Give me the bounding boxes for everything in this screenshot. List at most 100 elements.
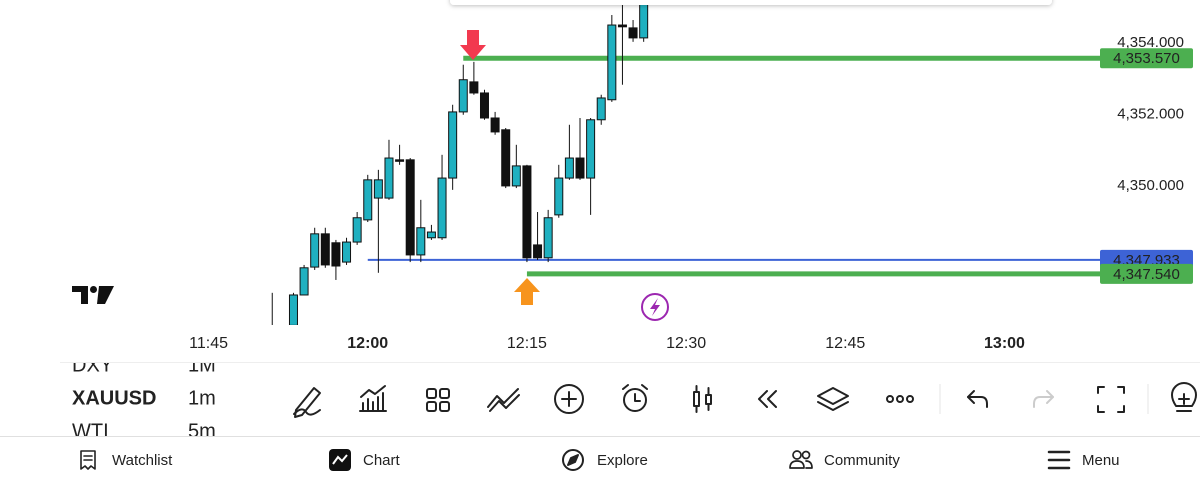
toolbar <box>293 382 1197 418</box>
candle-body <box>554 177 564 216</box>
candle <box>448 104 458 190</box>
candle <box>575 117 585 180</box>
candle <box>268 292 276 332</box>
candle-body <box>310 233 320 268</box>
candle-body <box>331 242 341 267</box>
explore-icon[interactable] <box>562 449 584 471</box>
menu-icon[interactable] <box>1047 450 1071 470</box>
candle <box>384 139 394 200</box>
lightning-badge[interactable] <box>641 293 669 321</box>
candle <box>320 227 330 268</box>
symbol-name[interactable]: DXY <box>72 354 113 376</box>
candle-body <box>405 159 415 256</box>
candle-body <box>533 244 543 259</box>
undo[interactable] <box>967 390 988 408</box>
ideas[interactable] <box>1171 382 1197 412</box>
y-tick-label: 4,354.000 <box>1117 34 1184 51</box>
symbol-name[interactable]: XAUUSD <box>72 387 156 409</box>
symbol-interval[interactable]: 1m <box>188 387 216 409</box>
watchlist-icon[interactable] <box>80 450 96 470</box>
replay[interactable] <box>758 390 777 408</box>
candle <box>352 212 362 245</box>
candle-body <box>586 119 596 179</box>
candle <box>426 224 436 240</box>
candle <box>586 117 596 215</box>
y-tick-label: 4,350.000 <box>1117 177 1184 194</box>
candle-body <box>564 157 574 179</box>
candle <box>490 111 500 135</box>
nav-icons <box>80 449 1071 471</box>
x-tick-label: 12:15 <box>507 335 547 352</box>
popup-edge <box>450 0 1052 5</box>
chart-type[interactable] <box>693 385 712 413</box>
fullscreen[interactable] <box>1097 386 1125 413</box>
redo[interactable] <box>1033 390 1054 408</box>
x-tick-label: 12:00 <box>347 335 388 352</box>
candle-body <box>384 157 394 199</box>
bottom-nav[interactable]: Watchlist Chart Explore Community Menu <box>112 452 1120 469</box>
candle-body <box>342 241 352 263</box>
candle-body <box>268 327 276 332</box>
candle-body <box>490 117 500 133</box>
nav-label[interactable]: Menu <box>1082 452 1120 469</box>
candle-body <box>448 111 458 179</box>
candle-body <box>575 157 585 179</box>
candle-body <box>522 165 532 259</box>
nav-label[interactable]: Community <box>824 452 900 469</box>
more[interactable] <box>886 395 914 403</box>
compare[interactable] <box>487 388 520 412</box>
draw-tool[interactable] <box>293 387 321 418</box>
candle <box>437 154 447 240</box>
x-tick-label: 12:30 <box>666 335 706 352</box>
nav-label[interactable]: Explore <box>597 452 648 469</box>
candle <box>607 15 617 102</box>
object-tree[interactable] <box>817 387 849 411</box>
candle-body <box>628 27 638 39</box>
candle-body <box>416 227 426 256</box>
candle <box>543 209 553 263</box>
candle <box>564 124 574 180</box>
alert[interactable] <box>622 384 648 412</box>
chart-icon[interactable] <box>329 449 351 471</box>
plot-area <box>268 0 1100 332</box>
symbol-list[interactable]: DXY 1M XAUUSD 1m WTI 5m <box>72 354 216 442</box>
candle-body <box>479 92 489 119</box>
indicators[interactable] <box>359 385 387 412</box>
price-label: 4,353.570 <box>1113 50 1180 67</box>
candle <box>479 89 489 120</box>
candle-body <box>469 81 479 94</box>
candle-body <box>363 179 373 221</box>
candle <box>469 61 479 95</box>
candle <box>288 292 298 325</box>
candle <box>416 199 426 263</box>
candle <box>363 174 373 223</box>
nav-label[interactable]: Chart <box>363 452 401 469</box>
nav-label[interactable]: Watchlist <box>112 452 173 469</box>
symbol-name[interactable]: WTI <box>72 420 109 442</box>
chart-pane[interactable]: 4,354.000 4,352.000 4,350.000 11:45 12:00 12:… <box>189 0 1193 352</box>
candle <box>596 94 606 125</box>
layouts[interactable] <box>426 388 450 412</box>
tradingview-logo <box>72 286 114 304</box>
candle-body <box>617 24 627 28</box>
candle <box>533 212 543 260</box>
candle <box>299 264 309 296</box>
symbol-interval[interactable]: 5m <box>188 420 216 442</box>
community-icon[interactable] <box>789 450 813 469</box>
candle-body <box>437 177 447 239</box>
candle-body <box>373 179 383 199</box>
candle <box>628 20 638 42</box>
price-label: 4,347.540 <box>1113 266 1180 283</box>
buy-arrow <box>514 278 540 305</box>
candle <box>522 164 532 263</box>
candle <box>617 5 627 85</box>
symbol-interval[interactable]: 1M <box>188 354 216 376</box>
candle-body <box>639 0 649 39</box>
x-tick-label: 12:45 <box>825 335 865 352</box>
candle-body <box>511 165 521 187</box>
candle <box>342 237 352 265</box>
add[interactable] <box>554 384 584 414</box>
candle <box>501 127 511 189</box>
candle-body <box>288 294 298 325</box>
